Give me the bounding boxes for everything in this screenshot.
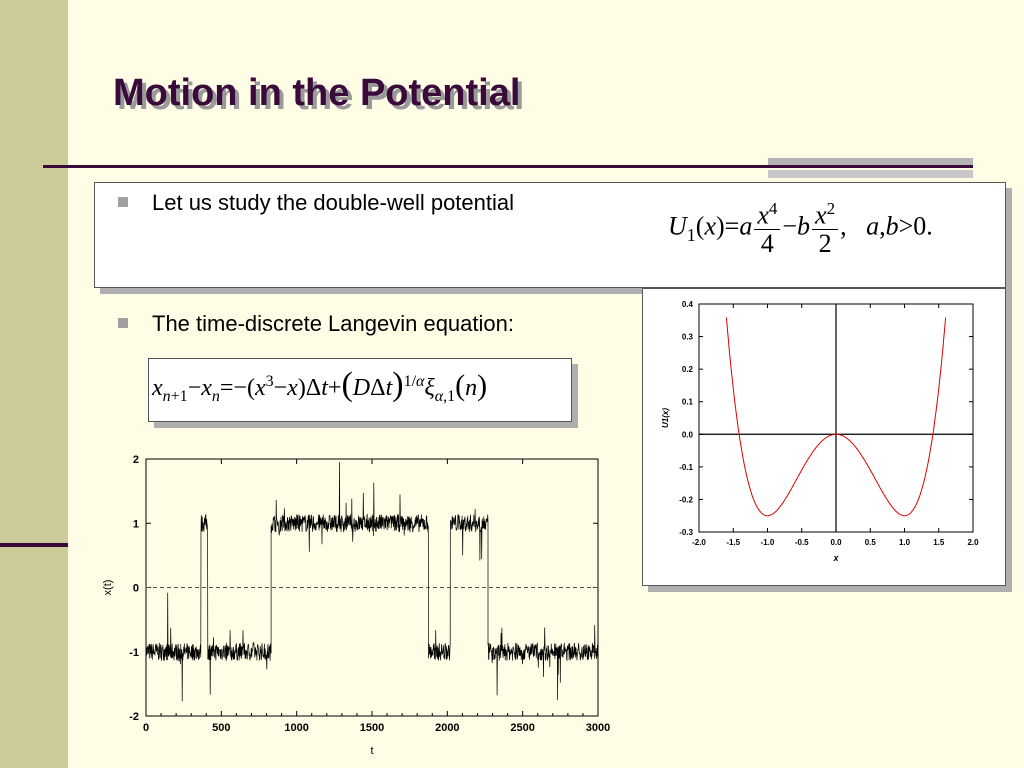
x-tick-label: 0.5 (865, 538, 877, 547)
x-axis-label: t (370, 745, 373, 757)
x-tick-label: 0 (143, 722, 149, 734)
x-tick-label: -2.0 (692, 538, 706, 547)
langevin-equation-box (148, 358, 572, 422)
langevin-equation: xn+1−xn=−(x3−x)Δt+(DΔt)1/αξα,1(n) (152, 366, 488, 405)
potential-equation: U1(x)=a x4 4 −b x2 2, a,b>0. (668, 199, 933, 258)
x-tick-label: -0.5 (795, 538, 809, 547)
potential-box (94, 182, 1006, 288)
y-tick-label: -0.1 (679, 463, 693, 472)
y-tick-label: 0.3 (682, 333, 694, 342)
bullet-text-double-well: Let us study the double-well potential (152, 190, 515, 215)
left-sidebar-band (0, 0, 68, 768)
y-tick-label: 0.2 (682, 365, 694, 374)
x-tick-label: 2.0 (967, 538, 979, 547)
x-tick-label: 1500 (360, 722, 384, 734)
x-tick-label: -1.0 (761, 538, 775, 547)
y-tick-label: -1 (129, 647, 139, 659)
y-tick-label: 0.0 (682, 430, 694, 439)
y-tick-label: -2 (129, 711, 139, 723)
y-axis-label: U1(x) (661, 408, 670, 428)
y-tick-label: 0.1 (682, 398, 694, 407)
x-tick-label: 2000 (435, 722, 459, 734)
y-tick-label: 0.4 (682, 300, 694, 309)
x-tick-label: 2500 (510, 722, 534, 734)
potential-plot: 0.4 0.3 0.2 0.1 0.0 -0.1 -0.2 -0.3-2.0 -1.5 -1.0 -… (661, 300, 979, 563)
y-tick-label: 2 (133, 454, 139, 466)
x-tick-label: 3000 (586, 722, 610, 734)
title-rule-accent-lower (768, 170, 973, 178)
x-tick-label: 500 (212, 722, 230, 734)
bullet-marker (118, 197, 128, 207)
bullet-text-langevin: The time-discrete Langevin equation: (152, 311, 514, 336)
x-tick-label: 1.5 (933, 538, 945, 547)
y-tick-label: -0.3 (679, 528, 693, 537)
sidebar-rule (0, 543, 68, 547)
potential-plot-box (642, 288, 1006, 586)
x-tick-label: 1.0 (899, 538, 911, 547)
trajectory-plot: 2 1 0 -1 -2 0 500 1000 1500 2000 2500 3000 t x(t) (102, 454, 610, 757)
title-rule-accent (768, 158, 973, 165)
trajectory-series-line (145, 461, 599, 702)
title-rule (43, 165, 973, 168)
y-tick-label: 0 (133, 583, 139, 595)
bullet-marker (118, 318, 128, 328)
y-axis-label: x(t) (102, 580, 114, 596)
x-tick-label: 1000 (284, 722, 308, 734)
x-tick-label: 0.0 (830, 538, 842, 547)
x-axis-label: x (832, 553, 839, 563)
y-tick-label: -0.2 (679, 495, 693, 504)
potential-curve (725, 317, 947, 517)
x-tick-label: -1.5 (726, 538, 740, 547)
y-tick-label: 1 (133, 518, 139, 530)
slide-title: Motion in the Potential (113, 72, 521, 114)
